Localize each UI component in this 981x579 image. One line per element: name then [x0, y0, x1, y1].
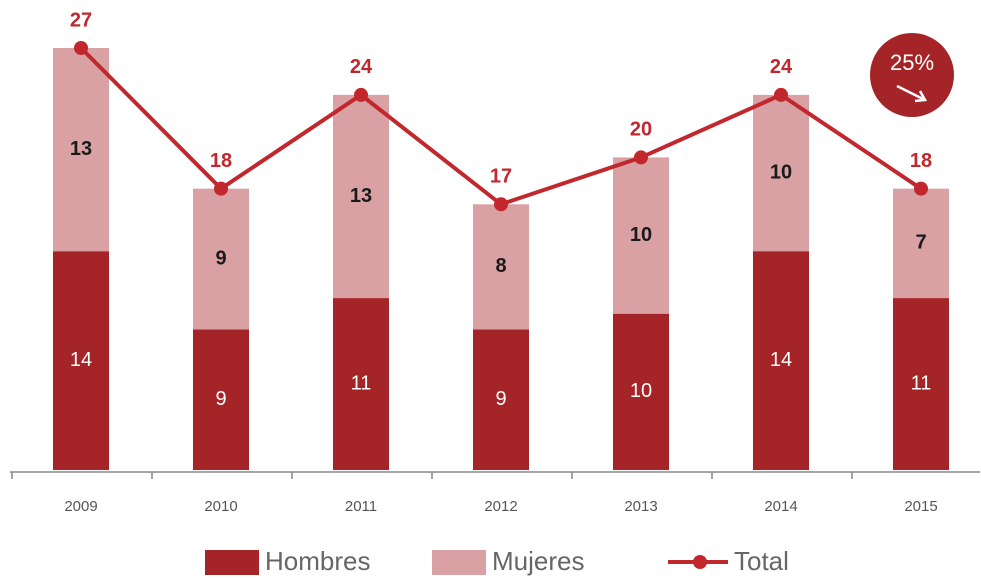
- bar-segment: [193, 188, 249, 330]
- total-point: [774, 87, 788, 102]
- legend-label: Mujeres: [492, 546, 584, 576]
- bar-segment: [473, 329, 529, 470]
- data-label: 9: [215, 388, 226, 410]
- data-label: 24: [350, 56, 373, 78]
- data-label: 17: [490, 166, 512, 188]
- total-point: [914, 181, 928, 196]
- bar-segment: [53, 48, 109, 252]
- data-label: 14: [70, 349, 92, 371]
- legend-dot: [693, 555, 707, 569]
- data-label: 11: [911, 372, 932, 394]
- data-label: 8: [495, 255, 506, 277]
- x-tick-label: 2011: [345, 498, 377, 515]
- total-point: [74, 41, 88, 55]
- bar-segment: [333, 94, 389, 299]
- badge-text: 25%: [890, 50, 934, 75]
- data-label: 11: [351, 372, 372, 394]
- bar-segment: [753, 94, 809, 252]
- data-label: 13: [70, 138, 92, 160]
- bar-segment: [753, 251, 809, 470]
- legend-label: Total: [734, 546, 789, 576]
- x-tick-label: 2012: [484, 498, 517, 515]
- total-point: [354, 87, 368, 102]
- legend-swatch: [432, 550, 486, 575]
- bar-segment: [473, 204, 529, 330]
- x-axis: 2009 2010 2011 2012 2013 2014 2015: [10, 471, 980, 515]
- data-label: 9: [215, 247, 226, 269]
- data-label: 7: [915, 232, 926, 254]
- bar-segment: [613, 157, 669, 314]
- data-label: 13: [350, 185, 372, 207]
- x-tick-label: 2009: [64, 498, 97, 515]
- data-label: 10: [630, 224, 652, 246]
- x-tick-label: 2010: [204, 498, 237, 515]
- data-label: 18: [210, 150, 232, 172]
- x-tick-label: 2015: [904, 498, 937, 515]
- data-label: 10: [770, 161, 792, 183]
- data-label: 14: [770, 349, 792, 371]
- badge-arrow: [896, 84, 928, 103]
- bar-segment: [893, 188, 949, 299]
- data-label: 9: [495, 388, 506, 410]
- data-label: 10: [630, 380, 652, 402]
- badge: 25%: [870, 33, 954, 117]
- bar-segment: [333, 298, 389, 470]
- total-point: [634, 150, 648, 165]
- x-tick-label: 2013: [624, 498, 657, 515]
- data-label: 18: [910, 150, 932, 172]
- x-tick-label: 2014: [764, 498, 797, 515]
- badge-circle: [870, 33, 954, 117]
- total-point: [494, 197, 508, 212]
- total-point: [214, 181, 228, 196]
- legend-swatch: [205, 550, 259, 575]
- bar-segment: [613, 313, 669, 470]
- bar-segment: [193, 329, 249, 470]
- legend: Hombres Mujeres Total: [205, 546, 789, 576]
- bar-segment: [893, 298, 949, 470]
- data-label: 20: [630, 119, 652, 141]
- legend-label: Hombres: [265, 546, 370, 576]
- bar-segment: [53, 251, 109, 470]
- data-label: 27: [70, 9, 92, 31]
- data-label: 24: [770, 56, 793, 78]
